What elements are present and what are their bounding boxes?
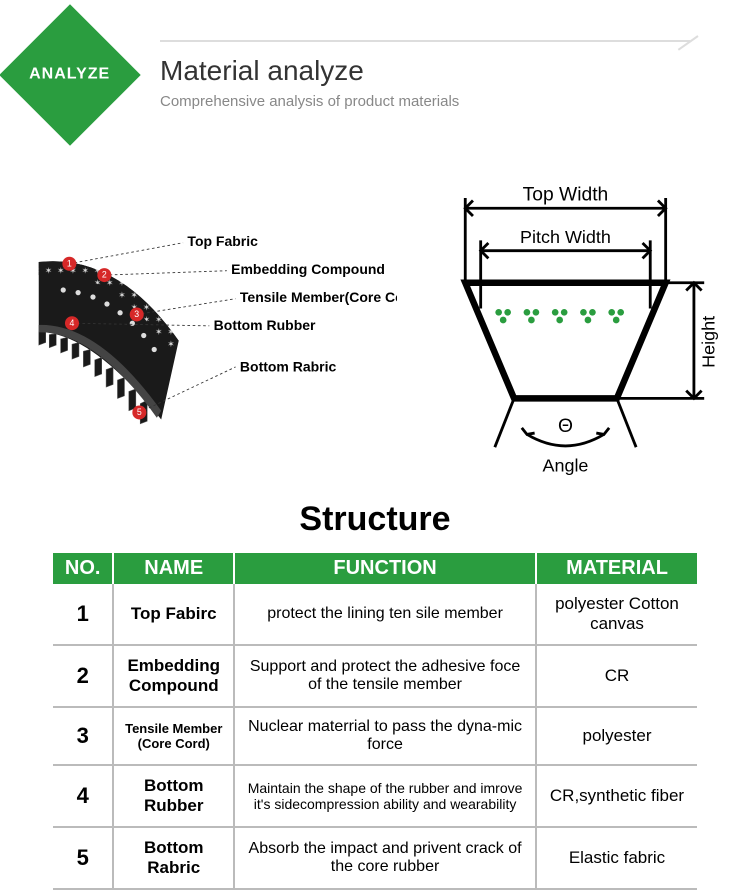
svg-text:3: 3 [134, 309, 139, 319]
svg-text:Top Width: Top Width [523, 185, 609, 206]
svg-text:Bottom Rubber: Bottom Rubber [214, 317, 316, 333]
cell-no: 2 [53, 645, 113, 707]
cell-function: Absorb the impact and privent crack of t… [234, 827, 536, 889]
svg-text:Pitch Width: Pitch Width [520, 227, 611, 247]
analyze-badge: ANALYZE [0, 4, 141, 145]
belt-layer-diagram: ✶ [30, 227, 397, 433]
svg-text:Bottom Rabric: Bottom Rabric [240, 358, 337, 374]
cell-material: polyester Cotton canvas [536, 584, 697, 645]
svg-text:Angle: Angle [543, 456, 589, 476]
header-subtitle: Comprehensive analysis of product materi… [160, 93, 459, 110]
col-function: FUNCTION [234, 553, 536, 584]
table-row: 2Embedding CompoundSupport and protect t… [53, 645, 697, 707]
cell-material: CR,synthetic fiber [536, 765, 697, 827]
cell-no: 4 [53, 765, 113, 827]
cell-function: Support and protect the adhesive foce of… [234, 645, 536, 707]
svg-text:1: 1 [67, 258, 72, 268]
cross-section-svg: Top Width Pitch Width Height Θ Angle [437, 180, 720, 475]
cross-section-diagram: Top Width Pitch Width Height Θ Angle [437, 180, 720, 480]
belt-svg: ✶ [30, 227, 397, 428]
col-no: NO. [53, 553, 113, 584]
diagram-row: ✶ [0, 150, 750, 490]
cell-function: Maintain the shape of the rubber and imr… [234, 765, 536, 827]
cell-material: polyester [536, 707, 697, 765]
header: ANALYZE Material analyze Comprehensive a… [0, 0, 750, 150]
col-name: NAME [113, 553, 234, 584]
table-row: 3Tensile Member (Core Cord)Nuclear mater… [53, 707, 697, 765]
header-title: Material analyze [160, 55, 459, 87]
analyze-badge-text: ANALYZE [29, 66, 110, 84]
svg-text:5: 5 [137, 407, 142, 417]
cell-name: Bottom Rubber [113, 765, 234, 827]
svg-text:4: 4 [70, 318, 75, 328]
svg-text:2: 2 [102, 270, 107, 280]
cell-name: Tensile Member (Core Cord) [113, 707, 234, 765]
structure-title: Structure [0, 500, 750, 539]
table-header-row: NO. NAME FUNCTION MATERIAL [53, 553, 697, 584]
header-rule [160, 40, 690, 42]
svg-text:Embedding Compound: Embedding Compound [231, 261, 385, 277]
svg-text:Θ: Θ [558, 416, 573, 437]
structure-table: NO. NAME FUNCTION MATERIAL 1Top Fabircpr… [53, 553, 697, 890]
cell-function: Nuclear materrial to pass the dyna-mic f… [234, 707, 536, 765]
svg-text:Tensile Member(Core Cord): Tensile Member(Core Cord) [240, 289, 397, 305]
cell-material: Elastic fabric [536, 827, 697, 889]
col-material: MATERIAL [536, 553, 697, 584]
table-row: 4Bottom RubberMaintain the shape of the … [53, 765, 697, 827]
cell-no: 1 [53, 584, 113, 645]
table-row: 5Bottom RabricAbsorb the impact and priv… [53, 827, 697, 889]
cell-no: 5 [53, 827, 113, 889]
cell-function: protect the lining ten sile member [234, 584, 536, 645]
svg-text:Top Fabric: Top Fabric [187, 233, 258, 249]
cell-material: CR [536, 645, 697, 707]
table-row: 1Top Fabircprotect the lining ten sile m… [53, 584, 697, 645]
svg-text:Height: Height [699, 316, 719, 368]
cell-no: 3 [53, 707, 113, 765]
cell-name: Top Fabirc [113, 584, 234, 645]
cell-name: Embedding Compound [113, 645, 234, 707]
header-titles: Material analyze Comprehensive analysis … [160, 55, 459, 110]
cell-name: Bottom Rabric [113, 827, 234, 889]
